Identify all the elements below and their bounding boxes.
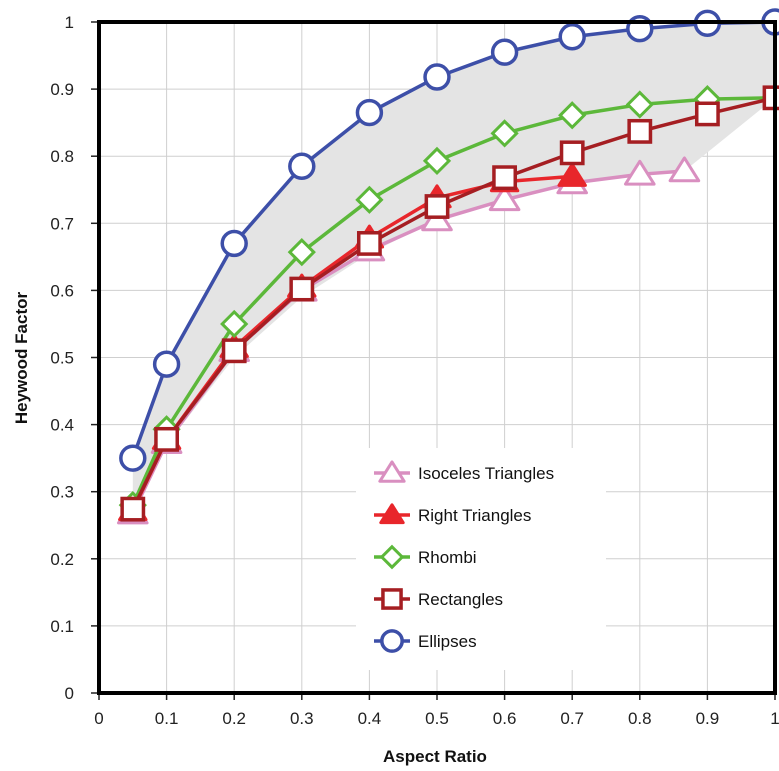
series-rectangles [120, 85, 779, 522]
data-point-marker [154, 426, 180, 452]
x-tick-label: 0.7 [560, 709, 584, 728]
data-point-marker [356, 231, 382, 256]
y-tick-label: 0.4 [50, 416, 74, 435]
legend-item: Rhombi [374, 544, 477, 570]
x-tick-label: 1 [770, 709, 779, 728]
data-point-marker [558, 101, 587, 130]
legend-label: Rectangles [418, 590, 503, 609]
data-point-marker [424, 194, 450, 219]
y-tick-label: 0.2 [50, 550, 74, 569]
y-tick-label: 0.6 [50, 281, 74, 300]
data-point-marker [559, 140, 585, 166]
y-tick-label: 1 [65, 13, 74, 32]
series-group [117, 8, 779, 525]
legend-item: Right Triangles [374, 503, 531, 525]
shaded-band [132, 22, 776, 514]
legend-item: Rectangles [374, 588, 503, 610]
legend-label: Right Triangles [418, 506, 531, 525]
data-point-marker [423, 63, 451, 91]
data-point-marker [289, 276, 315, 302]
tick-labels: 0 0.1 0.2 0.3 0.4 0.5 0.6 0.7 0.8 0.9 1 0 0.1 0.2 0.3 0… [50, 13, 779, 728]
legend: Isoceles Triangles Right Triangles Rhombi R… [356, 448, 606, 670]
data-point-marker [488, 185, 521, 212]
y-tick-label: 0.8 [50, 147, 74, 166]
data-point-marker [152, 350, 181, 378]
x-tick-label: 0.8 [628, 709, 652, 728]
x-tick-label: 0.5 [425, 709, 449, 728]
data-point-marker [288, 152, 316, 180]
data-point-marker [380, 629, 404, 653]
x-tick-label: 0.3 [290, 709, 314, 728]
x-tick-label: 0.1 [155, 709, 179, 728]
y-tick-label: 0.5 [50, 349, 74, 368]
data-point-marker [422, 146, 452, 176]
y-axis-title: Heywood Factor [12, 292, 31, 425]
data-point-marker [625, 90, 654, 119]
x-axis-title: Aspect Ratio [383, 747, 487, 766]
legend-item: Ellipses [374, 629, 477, 653]
y-tick-label: 0.1 [50, 617, 74, 636]
data-point-marker [379, 544, 405, 570]
legend-label: Ellipses [418, 632, 477, 651]
data-point-marker [379, 503, 405, 525]
y-tick-label: 0.7 [50, 214, 74, 233]
data-point-marker [220, 229, 248, 258]
data-point-marker [355, 185, 384, 214]
x-tick-label: 0.9 [696, 709, 720, 728]
y-tick-label: 0.3 [50, 483, 74, 502]
data-point-marker [355, 98, 384, 127]
data-point-marker [627, 118, 653, 144]
y-tick-label: 0 [65, 684, 74, 703]
legend-item: Isoceles Triangles [374, 460, 554, 483]
x-tick-label: 0 [94, 709, 103, 728]
data-point-marker [490, 119, 519, 148]
plot-frame [97, 20, 777, 695]
data-point-marker [668, 156, 701, 183]
data-point-marker [492, 165, 518, 191]
legend-label: Rhombi [418, 548, 477, 567]
data-point-marker [694, 101, 720, 127]
data-point-marker [558, 23, 586, 51]
legend-label: Isoceles Triangles [418, 464, 554, 483]
y-tick-label: 0.9 [50, 80, 74, 99]
data-point-marker [120, 496, 146, 522]
shaded-region [132, 22, 776, 514]
axes [91, 20, 777, 700]
data-point-marker [557, 162, 587, 187]
data-point-marker [221, 338, 247, 364]
data-point-marker [287, 238, 316, 267]
data-point-marker [490, 38, 519, 66]
x-tick-label: 0.2 [222, 709, 246, 728]
x-tick-label: 0.6 [493, 709, 517, 728]
data-point-marker [220, 309, 249, 339]
data-point-marker [381, 588, 403, 610]
data-point-marker [378, 460, 406, 483]
x-tick-label: 0.4 [358, 709, 382, 728]
data-point-marker [119, 444, 147, 472]
data-point-marker [624, 159, 656, 186]
